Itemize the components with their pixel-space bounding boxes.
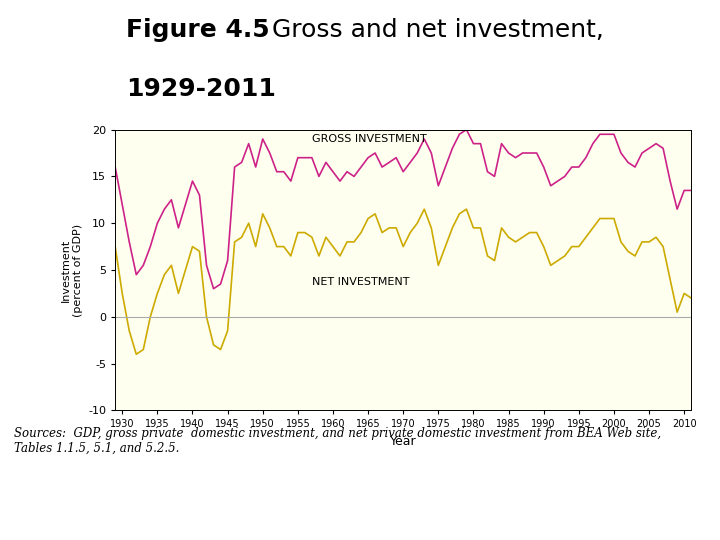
Text: Sources:  GDP, gross private  domestic investment, and net private domestic inve: Sources: GDP, gross private domestic inv… (14, 427, 662, 455)
Text: GROSS INVESTMENT: GROSS INVESTMENT (312, 134, 427, 144)
Y-axis label: Investment
(percent of GDP): Investment (percent of GDP) (61, 224, 83, 316)
Text: Copyright © 2014 Pearson Education: Copyright © 2014 Pearson Education (14, 511, 222, 521)
Text: 4-43: 4-43 (680, 511, 706, 521)
Text: NET INVESTMENT: NET INVESTMENT (312, 278, 410, 287)
X-axis label: Year: Year (390, 435, 416, 448)
Text: Gross and net investment,: Gross and net investment, (256, 18, 603, 42)
Text: Macro-
economics: Macro- economics (32, 38, 83, 57)
Text: 1929-2011: 1929-2011 (126, 77, 276, 101)
Text: Figure 4.5: Figure 4.5 (126, 18, 269, 42)
